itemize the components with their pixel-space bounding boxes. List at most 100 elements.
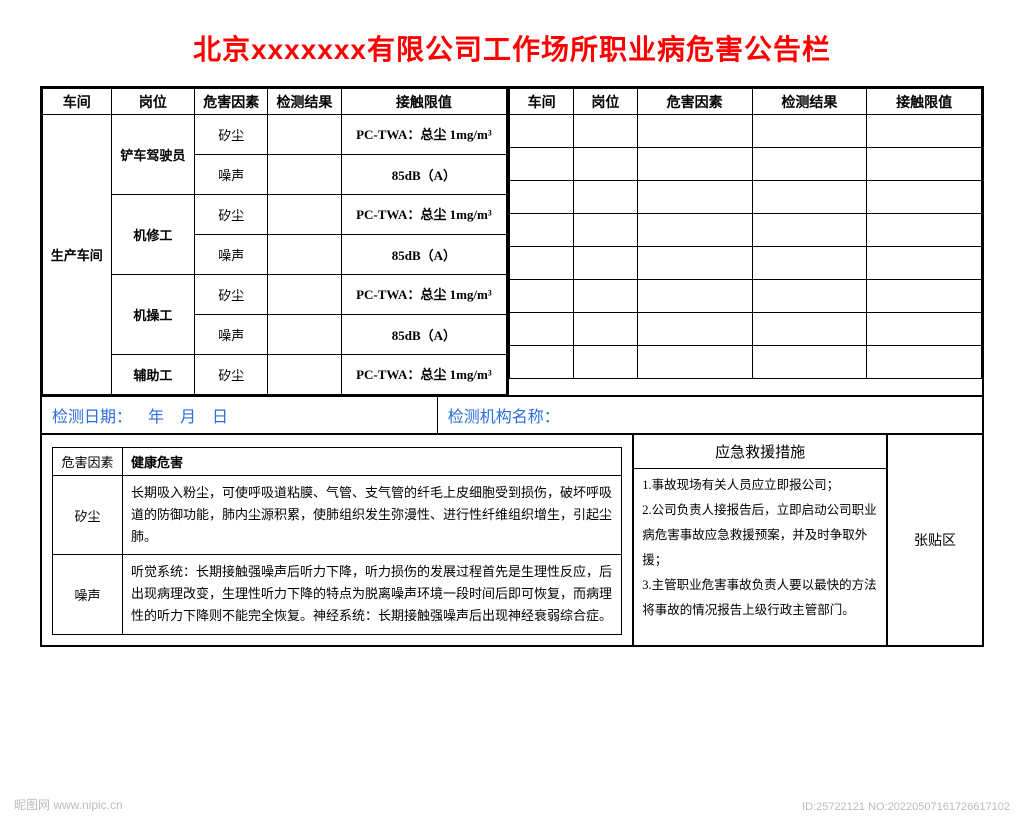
- empty-cell: [510, 214, 574, 247]
- table-header-row: 车间 岗位 危害因素 检测结果 接触限值: [43, 89, 507, 115]
- table-row: [510, 115, 982, 148]
- cell-workshop: 生产车间: [43, 115, 112, 395]
- page-title: 北京xxxxxxx有限公司工作场所职业病危害公告栏: [40, 28, 984, 68]
- cell-factor: 噪声: [195, 235, 268, 275]
- empty-cell: [752, 148, 867, 181]
- empty-cell: [574, 247, 638, 280]
- th-limit: 接触限值: [867, 89, 982, 115]
- empty-cell: [867, 313, 982, 346]
- th-limit: 接触限值: [341, 89, 507, 115]
- hazard-info-box: 危害因素 健康危害 矽尘 长期吸入粉尘，可使呼吸道粘膜、气管、支气管的纤毛上皮细…: [42, 435, 634, 645]
- th-factor: 危害因素: [637, 89, 752, 115]
- empty-cell: [867, 181, 982, 214]
- cell-result: [268, 315, 341, 355]
- cell-limit: PC-TWA：总尘 1mg/m³: [341, 355, 507, 395]
- watermark-bottom-left: 昵图网 www.nipic.cn: [14, 796, 123, 813]
- hazard-factor: 矽尘: [53, 476, 123, 555]
- hazard-factor: 噪声: [53, 555, 123, 634]
- empty-cell: [867, 346, 982, 379]
- hazard-desc: 听觉系统：长期接触强噪声后听力下降，听力损伤的发展过程首先是生理性反应，后出现病…: [123, 555, 622, 634]
- emergency-body: 1.事故现场有关人员应立即报公司；2.公司负责人接报告后，立即启动公司职业病危害…: [634, 469, 886, 645]
- info-row: 检测日期： 年 月 日 检测机构名称：: [42, 395, 982, 433]
- table-row: [510, 148, 982, 181]
- empty-cell: [752, 214, 867, 247]
- empty-cell: [637, 214, 752, 247]
- empty-cell: [637, 181, 752, 214]
- empty-cell: [637, 280, 752, 313]
- cell-limit: PC-TWA：总尘 1mg/m³: [341, 195, 507, 235]
- table-header-row: 车间 岗位 危害因素 检测结果 接触限值: [510, 89, 982, 115]
- test-date: 检测日期： 年 月 日: [42, 397, 437, 433]
- th-workshop: 车间: [510, 89, 574, 115]
- emergency-box: 应急救援措施 1.事故现场有关人员应立即报公司；2.公司负责人接报告后，立即启动…: [634, 435, 888, 645]
- cell-result: [268, 115, 341, 155]
- empty-cell: [574, 214, 638, 247]
- empty-cell: [637, 346, 752, 379]
- empty-cell: [637, 313, 752, 346]
- bottom-row: 危害因素 健康危害 矽尘 长期吸入粉尘，可使呼吸道粘膜、气管、支气管的纤毛上皮细…: [42, 433, 982, 645]
- cell-result: [268, 195, 341, 235]
- watermark-bottom-right: ID:25722121 NO:20220507161726617102: [802, 801, 1010, 813]
- empty-cell: [752, 115, 867, 148]
- th-factor: 危害因素: [195, 89, 268, 115]
- table-row: [510, 313, 982, 346]
- empty-cell: [752, 247, 867, 280]
- test-org-label: 检测机构名称：: [448, 409, 560, 426]
- empty-cell: [867, 247, 982, 280]
- table-row: [510, 280, 982, 313]
- empty-cell: [510, 115, 574, 148]
- test-date-label: 检测日期：: [52, 409, 132, 426]
- tables-row: 车间 岗位 危害因素 检测结果 接触限值 生产车间 铲车驾驶员 矽尘 PC-TW…: [42, 88, 982, 395]
- empty-cell: [867, 148, 982, 181]
- emergency-title: 应急救援措施: [634, 435, 886, 469]
- empty-cell: [510, 247, 574, 280]
- empty-cell: [867, 115, 982, 148]
- empty-cell: [574, 346, 638, 379]
- cell-factor: 矽尘: [195, 275, 268, 315]
- cell-limit: PC-TWA：总尘 1mg/m³: [341, 115, 507, 155]
- hazard-col1: 危害因素: [53, 448, 123, 476]
- cell-result: [268, 155, 341, 195]
- cell-limit: 85dB（A）: [341, 315, 507, 355]
- test-org: 检测机构名称：: [437, 397, 982, 433]
- post-area: 张贴区: [888, 435, 982, 645]
- empty-cell: [510, 280, 574, 313]
- empty-cell: [752, 313, 867, 346]
- empty-cell: [510, 181, 574, 214]
- cell-result: [268, 235, 341, 275]
- empty-cell: [510, 313, 574, 346]
- table-row: [510, 346, 982, 379]
- th-position: 岗位: [111, 89, 195, 115]
- empty-cell: [752, 280, 867, 313]
- cell-position: 机操工: [111, 275, 195, 355]
- cell-result: [268, 275, 341, 315]
- right-hazard-table: 车间 岗位 危害因素 检测结果 接触限值: [509, 88, 982, 379]
- empty-cell: [867, 214, 982, 247]
- table-row: [510, 214, 982, 247]
- cell-position: 铲车驾驶员: [111, 115, 195, 195]
- empty-cell: [574, 280, 638, 313]
- cell-position: 辅助工: [111, 355, 195, 395]
- test-date-value: 年 月 日: [148, 409, 228, 426]
- empty-cell: [637, 148, 752, 181]
- empty-cell: [574, 148, 638, 181]
- cell-factor: 噪声: [195, 155, 268, 195]
- cell-limit: 85dB（A）: [341, 155, 507, 195]
- empty-cell: [510, 148, 574, 181]
- th-result: 检测结果: [268, 89, 341, 115]
- table-row: [510, 181, 982, 214]
- empty-cell: [510, 346, 574, 379]
- cell-position: 机修工: [111, 195, 195, 275]
- cell-limit: 85dB（A）: [341, 235, 507, 275]
- th-result: 检测结果: [752, 89, 867, 115]
- cell-result: [268, 355, 341, 395]
- cell-factor: 矽尘: [195, 355, 268, 395]
- cell-factor: 噪声: [195, 315, 268, 355]
- hazard-col2: 健康危害: [123, 448, 622, 476]
- empty-cell: [574, 115, 638, 148]
- th-workshop: 车间: [43, 89, 112, 115]
- empty-cell: [637, 247, 752, 280]
- empty-cell: [752, 181, 867, 214]
- cell-factor: 矽尘: [195, 115, 268, 155]
- cell-limit: PC-TWA：总尘 1mg/m³: [341, 275, 507, 315]
